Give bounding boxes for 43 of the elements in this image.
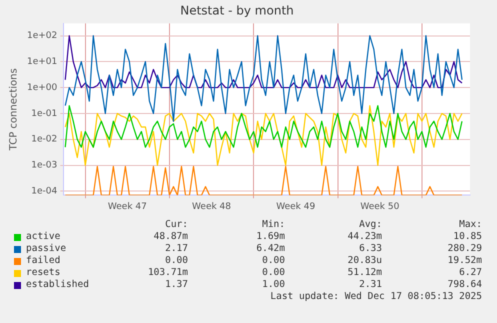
text: 48.87m (154, 231, 188, 242)
y-axis-title: TCP connections (8, 68, 20, 152)
x-tick-label: Week 47 (108, 202, 147, 212)
legend-label: passive (26, 243, 66, 254)
legend-label: resets (26, 267, 60, 278)
text: 1.69m (256, 231, 285, 242)
y-tick-label: 1e+02 (26, 31, 58, 42)
x-tick-label: Week 48 (192, 202, 232, 212)
legend-label: active (26, 231, 60, 242)
legend-label: failed (26, 255, 60, 266)
text: 6.33 (359, 243, 382, 254)
text: 0.00 (262, 267, 285, 278)
text: 19.52m (448, 255, 482, 266)
chart-title: Netstat - by month (180, 3, 294, 18)
text: 103.71m (148, 267, 188, 278)
legend-label: established (26, 279, 89, 290)
text: Max: (459, 219, 482, 230)
text: 280.29 (448, 243, 482, 254)
text: Min: (262, 219, 285, 230)
text: Cur: (165, 219, 188, 230)
y-tick-label: 1e-01 (31, 108, 58, 119)
text: 0.00 (262, 255, 285, 266)
text: 6.42m (256, 243, 285, 254)
text: 2.17 (165, 243, 188, 254)
text: 6.27 (459, 267, 482, 278)
text: 798.64 (448, 279, 482, 290)
text: 1.37 (165, 279, 188, 290)
text: 44.23m (348, 231, 382, 242)
y-tick-label: 1e-02 (31, 134, 58, 145)
text: 1.00 (262, 279, 285, 290)
y-tick-label: 1e+00 (26, 82, 58, 93)
y-tick-label: 1e+01 (26, 57, 58, 68)
text: 0.00 (165, 255, 188, 266)
text: 51.12m (348, 267, 382, 278)
text: 10.85 (453, 231, 482, 242)
x-tick-label: Week 49 (276, 202, 316, 212)
text: Avg: (359, 219, 382, 230)
text: 20.83u (348, 255, 382, 266)
x-tick-label: Week 50 (360, 202, 400, 212)
y-tick-label: 1e-03 (31, 160, 58, 171)
text: Last update: Wed Dec 17 08:05:13 2025 (270, 291, 482, 302)
text: 2.31 (359, 279, 382, 290)
y-tick-label: 1e-04 (31, 186, 58, 197)
